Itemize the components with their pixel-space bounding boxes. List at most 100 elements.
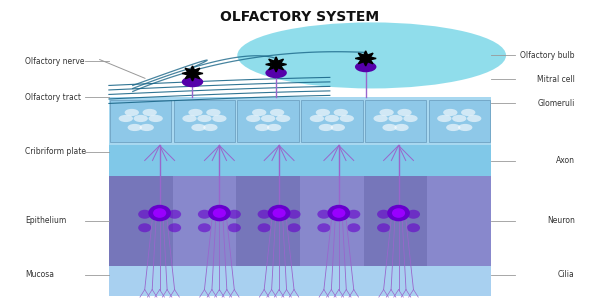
Circle shape [373, 115, 388, 122]
Circle shape [437, 115, 451, 122]
Ellipse shape [153, 208, 166, 218]
Ellipse shape [287, 223, 301, 232]
FancyBboxPatch shape [365, 101, 426, 142]
Ellipse shape [138, 210, 151, 219]
Circle shape [191, 124, 206, 131]
Ellipse shape [272, 208, 286, 218]
Circle shape [128, 124, 142, 131]
FancyBboxPatch shape [364, 175, 427, 266]
Ellipse shape [168, 223, 181, 232]
Circle shape [197, 115, 212, 122]
Circle shape [331, 124, 345, 131]
Polygon shape [355, 51, 376, 66]
Text: Axon: Axon [556, 156, 575, 165]
Text: Cribriform plate: Cribriform plate [25, 147, 86, 156]
FancyBboxPatch shape [109, 98, 491, 145]
FancyBboxPatch shape [238, 101, 299, 142]
Text: Mucosa: Mucosa [25, 270, 54, 279]
FancyBboxPatch shape [109, 266, 491, 296]
Circle shape [452, 115, 466, 122]
Ellipse shape [268, 205, 290, 221]
Ellipse shape [407, 223, 420, 232]
Circle shape [246, 115, 260, 122]
Ellipse shape [347, 210, 361, 219]
Text: Olfactory tract: Olfactory tract [25, 93, 81, 102]
Circle shape [446, 124, 460, 131]
Ellipse shape [377, 223, 390, 232]
Circle shape [261, 115, 275, 122]
Text: Cilia: Cilia [558, 270, 575, 279]
Ellipse shape [213, 208, 226, 218]
Ellipse shape [317, 223, 331, 232]
Ellipse shape [387, 205, 410, 221]
Circle shape [334, 109, 348, 116]
Ellipse shape [407, 210, 420, 219]
Circle shape [388, 115, 403, 122]
Ellipse shape [392, 208, 405, 218]
Ellipse shape [168, 210, 181, 219]
Ellipse shape [328, 205, 350, 221]
Ellipse shape [208, 205, 231, 221]
Circle shape [467, 115, 481, 122]
Ellipse shape [347, 223, 361, 232]
Ellipse shape [198, 210, 211, 219]
Circle shape [182, 76, 203, 87]
Circle shape [276, 115, 290, 122]
Text: Mitral cell: Mitral cell [537, 75, 575, 84]
FancyBboxPatch shape [110, 101, 172, 142]
Circle shape [265, 68, 287, 78]
Circle shape [140, 124, 154, 131]
Circle shape [182, 115, 197, 122]
FancyBboxPatch shape [109, 175, 491, 266]
Circle shape [119, 115, 133, 122]
Ellipse shape [257, 210, 271, 219]
Circle shape [394, 124, 409, 131]
Circle shape [458, 124, 472, 131]
FancyBboxPatch shape [109, 175, 173, 266]
FancyBboxPatch shape [428, 101, 490, 142]
Text: Neuron: Neuron [547, 216, 575, 225]
FancyBboxPatch shape [174, 101, 235, 142]
Circle shape [325, 115, 339, 122]
Circle shape [340, 115, 354, 122]
Circle shape [212, 115, 227, 122]
Circle shape [443, 109, 457, 116]
Ellipse shape [148, 205, 171, 221]
Ellipse shape [198, 223, 211, 232]
FancyBboxPatch shape [236, 175, 300, 266]
Ellipse shape [332, 208, 346, 218]
Circle shape [203, 124, 218, 131]
Circle shape [310, 115, 324, 122]
Ellipse shape [317, 210, 331, 219]
Circle shape [188, 109, 203, 116]
Ellipse shape [228, 210, 241, 219]
Circle shape [355, 62, 376, 72]
Text: Olfactory bulb: Olfactory bulb [520, 51, 575, 60]
Text: Epithelium: Epithelium [25, 216, 67, 225]
Circle shape [403, 115, 418, 122]
Circle shape [270, 109, 284, 116]
Circle shape [382, 124, 397, 131]
Ellipse shape [237, 22, 506, 88]
Circle shape [255, 124, 269, 131]
Circle shape [267, 124, 281, 131]
Polygon shape [182, 66, 203, 81]
Circle shape [149, 115, 163, 122]
Circle shape [397, 109, 412, 116]
Circle shape [125, 109, 139, 116]
Ellipse shape [287, 210, 301, 219]
Circle shape [379, 109, 394, 116]
Polygon shape [266, 57, 287, 72]
Circle shape [134, 115, 148, 122]
Ellipse shape [377, 210, 390, 219]
Circle shape [252, 109, 266, 116]
Text: Olfactory nerve: Olfactory nerve [25, 57, 85, 66]
Circle shape [319, 124, 333, 131]
Text: Glomeruli: Glomeruli [538, 99, 575, 108]
FancyBboxPatch shape [109, 145, 491, 175]
FancyBboxPatch shape [301, 101, 362, 142]
Circle shape [143, 109, 157, 116]
Text: OLFACTORY SYSTEM: OLFACTORY SYSTEM [220, 10, 380, 25]
Ellipse shape [228, 223, 241, 232]
Ellipse shape [138, 223, 151, 232]
